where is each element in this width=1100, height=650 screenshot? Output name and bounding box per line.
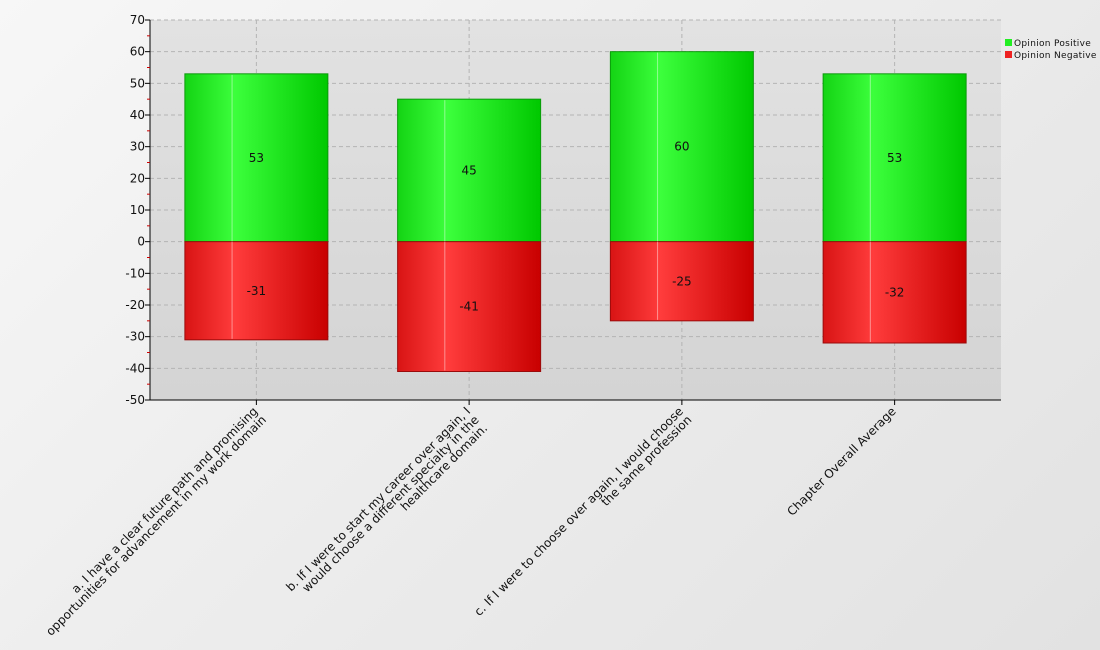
x-category-label: c. If I were to choose over again, I wou… bbox=[472, 404, 695, 618]
x-category-label-line: b. If I were to start my career over aga… bbox=[283, 404, 473, 594]
y-tick-label: 50 bbox=[130, 76, 145, 90]
x-category-label: b. If I were to start my career over aga… bbox=[283, 404, 490, 595]
y-tick-label: -40 bbox=[125, 361, 145, 375]
value-label-positive: 53 bbox=[887, 151, 902, 165]
y-tick-label: 70 bbox=[130, 13, 145, 27]
y-tick-label: 30 bbox=[130, 140, 145, 154]
bar-negative[interactable] bbox=[609, 241, 754, 322]
bar-positive[interactable] bbox=[609, 51, 754, 243]
value-label-positive: 53 bbox=[249, 151, 264, 165]
y-tick-label: -10 bbox=[125, 266, 145, 280]
y-tick-label: 40 bbox=[130, 108, 145, 122]
y-tick-label: -50 bbox=[125, 393, 145, 407]
x-category-label-line: c. If I were to choose over again, I wou… bbox=[472, 404, 686, 618]
x-category-label: a. I have a clear future path and promis… bbox=[43, 404, 269, 639]
value-label-negative: -32 bbox=[885, 285, 905, 299]
y-axis-ticks: 70 60 50 40 30 20 10 0 -10 -20 -30 -40 -50 bbox=[125, 13, 150, 407]
value-label-negative: -25 bbox=[672, 274, 692, 288]
bar-positive[interactable] bbox=[397, 98, 542, 243]
x-category-label: Chapter Overall Average bbox=[784, 404, 898, 518]
value-label-positive: 45 bbox=[461, 163, 476, 177]
legend-item-label: Opinion Positive bbox=[1014, 39, 1091, 49]
bar-positive[interactable] bbox=[822, 73, 967, 243]
legend-item-label: Opinion Negative bbox=[1014, 51, 1097, 61]
legend-swatch bbox=[1005, 51, 1012, 58]
y-tick-label: 20 bbox=[130, 171, 145, 185]
bar-negative[interactable] bbox=[397, 241, 542, 372]
bars: 53 -31 45 -41 60 -25 53 -32 bbox=[184, 51, 967, 372]
value-label-negative: -41 bbox=[459, 300, 479, 314]
y-tick-label: -30 bbox=[125, 330, 145, 344]
x-category-label-line: the same profession bbox=[598, 413, 694, 509]
value-label-positive: 60 bbox=[674, 140, 689, 154]
x-category-label-line: would choose a different specialty in th… bbox=[299, 413, 481, 595]
bar-positive[interactable] bbox=[184, 73, 329, 243]
y-tick-label: 10 bbox=[130, 203, 145, 217]
x-axis-labels: a. I have a clear future path and promis… bbox=[43, 404, 899, 639]
x-category-label-line: Chapter Overall Average bbox=[784, 404, 898, 518]
bar-negative[interactable] bbox=[184, 241, 329, 341]
y-tick-label: 0 bbox=[137, 235, 145, 249]
x-category-label-line: opportunities for advancement in my work… bbox=[43, 413, 269, 639]
bar-negative[interactable] bbox=[822, 241, 967, 344]
y-tick-label: 60 bbox=[130, 45, 145, 59]
legend-swatch bbox=[1005, 39, 1012, 46]
value-label-negative: -31 bbox=[247, 284, 267, 298]
legend[interactable]: Opinion Positive Opinion Negative bbox=[1005, 39, 1097, 61]
y-tick-label: -20 bbox=[125, 298, 145, 312]
x-category-label-line: a. I have a clear future path and promis… bbox=[69, 404, 261, 596]
